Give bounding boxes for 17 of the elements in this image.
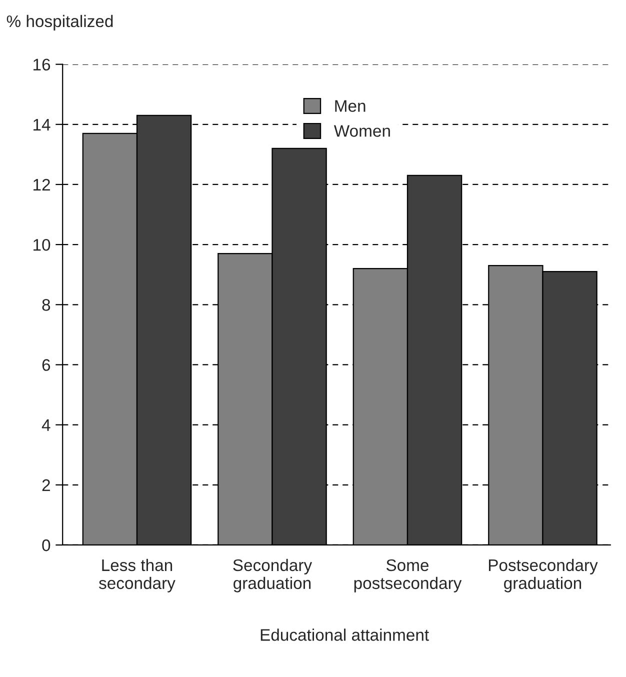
y-tick-label: 16 [34,58,50,71]
y-axis-title: % hospitalized [6,14,113,30]
y-tick-label: 6 [42,359,50,371]
y-tick-label: 4 [42,419,50,431]
x-tick-label: Some postsecondary [354,559,462,592]
x-tick-label: Secondary graduation [233,558,312,592]
legend-label: Men [335,100,366,112]
x-tick-label: Postsecondary graduation [488,558,598,592]
y-tick-label: 14 [34,118,50,130]
y-tick-label: 2 [42,479,50,491]
x-axis-title: Educational attainment [260,628,429,641]
y-tick-label: 10 [34,238,50,251]
y-tick-label: 0 [42,539,50,552]
x-tick-label: Less than secondary [99,558,176,592]
legend-label: Women [334,125,390,137]
y-tick-label: 12 [34,178,50,191]
y-tick-label: 8 [42,299,50,311]
